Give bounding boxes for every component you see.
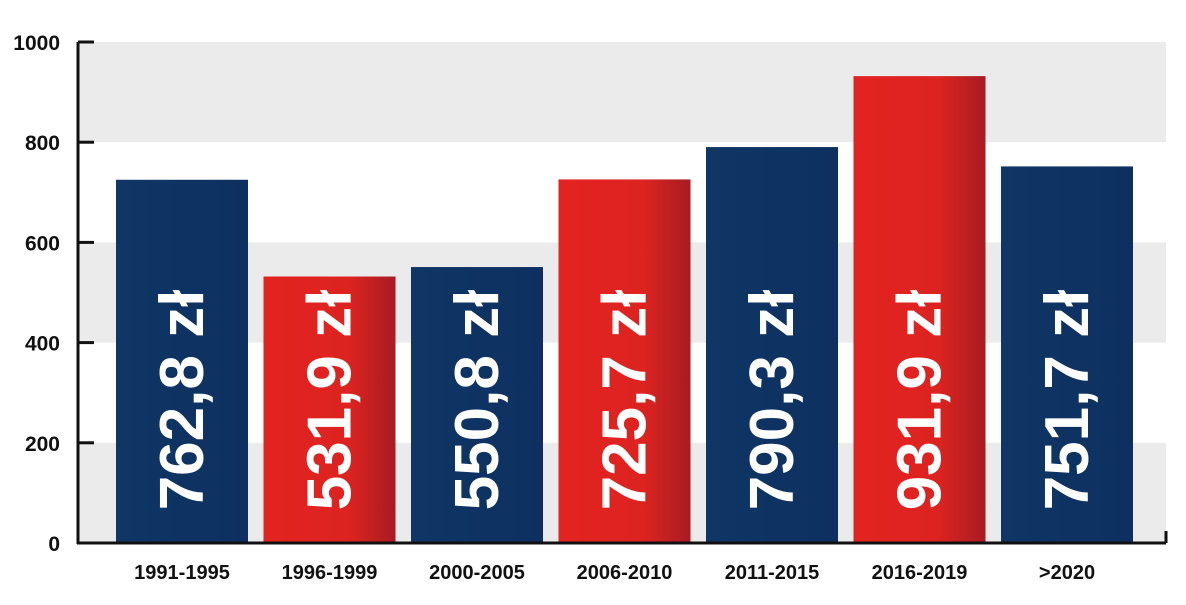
grid-band bbox=[78, 42, 1166, 143]
bar-2006-2010 bbox=[558, 179, 691, 543]
bar-value-label: 531,9 zł bbox=[296, 290, 365, 511]
x-axis-ticks: 1991-1995 1996-1999 2000-2005 2006-2010 2011… bbox=[134, 562, 1095, 584]
bar-value-label: 762,8 zł bbox=[148, 290, 217, 511]
y-tick-label: 0 bbox=[48, 533, 60, 556]
y-axis-ticks: 0 200 400 600 800 1000 bbox=[13, 32, 94, 556]
x-tick-label: >2020 bbox=[1039, 562, 1095, 584]
bar-2000-2005 bbox=[411, 267, 543, 543]
y-tick-label: 600 bbox=[25, 232, 60, 255]
bar-value-labels: 762,8 zł 531,9 zł 550,8 zł 725,7 zł 790,3 zł… bbox=[148, 290, 1102, 511]
x-tick-label: 2006-2010 bbox=[577, 562, 673, 584]
y-tick-label: 1000 bbox=[13, 32, 60, 55]
x-tick-label: 2016-2019 bbox=[872, 562, 968, 584]
bar-value-label: 725,7 zł bbox=[591, 290, 660, 511]
bar-value-label: 931,9 zł bbox=[886, 290, 955, 511]
y-tick-label: 800 bbox=[25, 132, 60, 155]
bar--2020 bbox=[1001, 166, 1133, 543]
x-tick-label: 1996-1999 bbox=[282, 562, 378, 584]
axes bbox=[76, 42, 1168, 545]
bar-value-label: 751,7 zł bbox=[1033, 290, 1102, 511]
bar-2016-2019 bbox=[853, 76, 986, 543]
bar-value-label: 790,3 zł bbox=[738, 290, 807, 511]
y-tick-label: 400 bbox=[25, 333, 60, 356]
bars bbox=[116, 76, 1133, 543]
bar-2011-2015 bbox=[706, 147, 838, 543]
y-tick-label: 200 bbox=[25, 433, 60, 456]
bar-1996-1999 bbox=[263, 276, 396, 543]
x-tick-label: 2000-2005 bbox=[429, 562, 525, 584]
x-tick-label: 2011-2015 bbox=[725, 562, 820, 584]
x-tick-label: 1991-1995 bbox=[134, 562, 230, 584]
bar-1991-1995 bbox=[116, 179, 248, 543]
bar-value-label: 550,8 zł bbox=[443, 290, 512, 511]
